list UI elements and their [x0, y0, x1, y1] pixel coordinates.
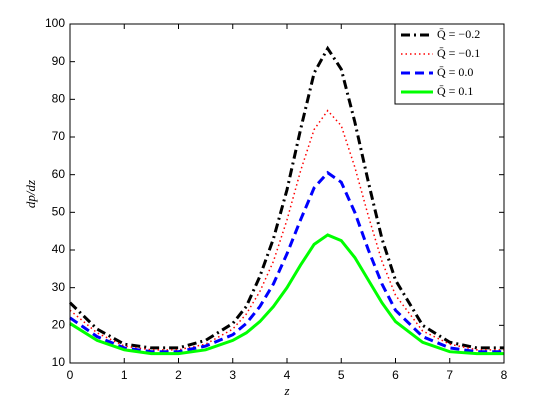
plot-frame — [69, 23, 505, 364]
y-tick-label: 20 — [52, 318, 66, 332]
x-tick-label: 7 — [446, 368, 453, 382]
line-series — [69, 233, 504, 356]
legend-label: Q̄ = −0.2 — [437, 27, 480, 41]
y-tick-label: 90 — [52, 54, 66, 68]
x-tick-label: 3 — [229, 368, 236, 382]
y-tick-label: 40 — [52, 242, 66, 256]
y-tick-label: 80 — [52, 92, 66, 106]
legend-label: Q̄ = −0.1 — [437, 46, 480, 60]
x-tick-label: 2 — [175, 368, 182, 382]
legend-label: Q̄ = 0.1 — [437, 84, 473, 98]
y-tick-label: 70 — [52, 129, 66, 143]
x-tick-label: 6 — [392, 368, 399, 382]
line-series — [69, 170, 504, 354]
x-tick-label: 5 — [338, 368, 345, 382]
x-tick-label: 0 — [67, 368, 74, 382]
x-tick-label: 4 — [284, 368, 291, 382]
y-tick-label: 50 — [52, 205, 66, 219]
y-tick-label: 10 — [52, 355, 66, 369]
legend-label: Q̄ = 0.0 — [437, 65, 473, 79]
line-series — [68, 45, 504, 350]
x-tick-label: 8 — [501, 368, 508, 382]
y-tick-label: 30 — [52, 280, 66, 294]
x-axis-label: z — [283, 383, 289, 398]
x-tick-label: 1 — [121, 368, 128, 382]
y-tick-label: 100 — [45, 16, 65, 30]
y-tick-label: 60 — [52, 167, 66, 181]
y-axis-label: dp/dz — [23, 180, 38, 208]
